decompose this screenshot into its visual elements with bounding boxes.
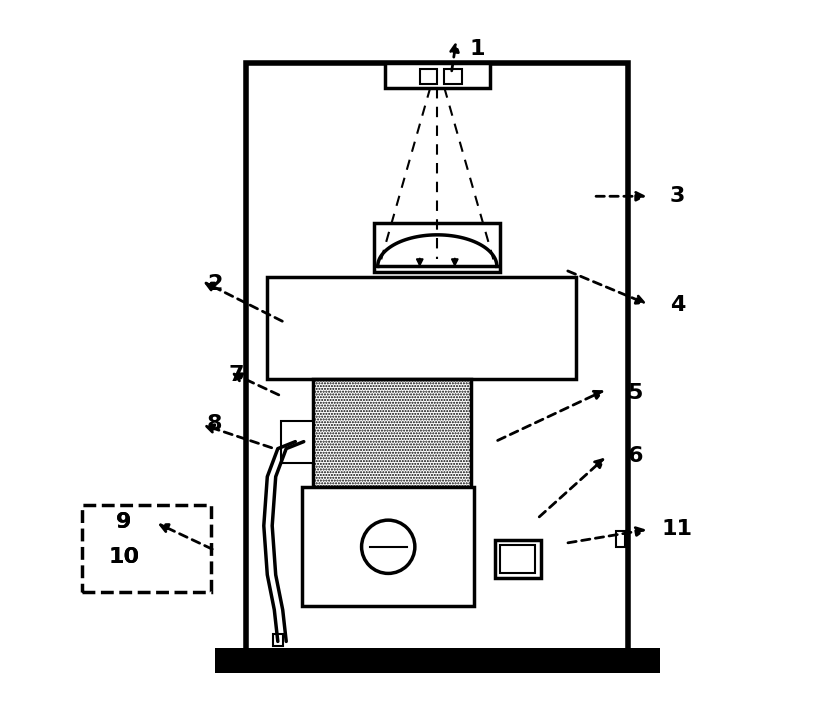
Text: 3: 3 [670, 186, 685, 206]
Text: 7: 7 [228, 365, 243, 385]
Bar [445, 69, 462, 84]
Bar [385, 63, 490, 88]
Text: 5: 5 [628, 383, 643, 402]
Text: 4: 4 [670, 295, 685, 315]
Text: 10: 10 [108, 547, 139, 567]
Bar [247, 63, 628, 659]
Bar [500, 545, 535, 573]
Bar [313, 379, 470, 487]
Bar [81, 505, 211, 592]
Text: 1: 1 [470, 39, 485, 59]
Text: 10: 10 [108, 547, 139, 567]
Bar [374, 223, 501, 272]
Bar [616, 531, 625, 547]
Bar [495, 540, 541, 578]
Bar [273, 634, 284, 646]
Text: 9: 9 [116, 512, 132, 532]
Bar [215, 648, 660, 673]
Bar [302, 487, 474, 606]
Bar [267, 277, 575, 379]
Text: 8: 8 [207, 414, 223, 434]
Text: 9: 9 [116, 512, 132, 532]
Text: 6: 6 [627, 446, 643, 465]
Text: 11: 11 [662, 519, 693, 539]
Text: 2: 2 [207, 274, 223, 294]
Bar [420, 69, 437, 84]
Bar [281, 421, 313, 463]
